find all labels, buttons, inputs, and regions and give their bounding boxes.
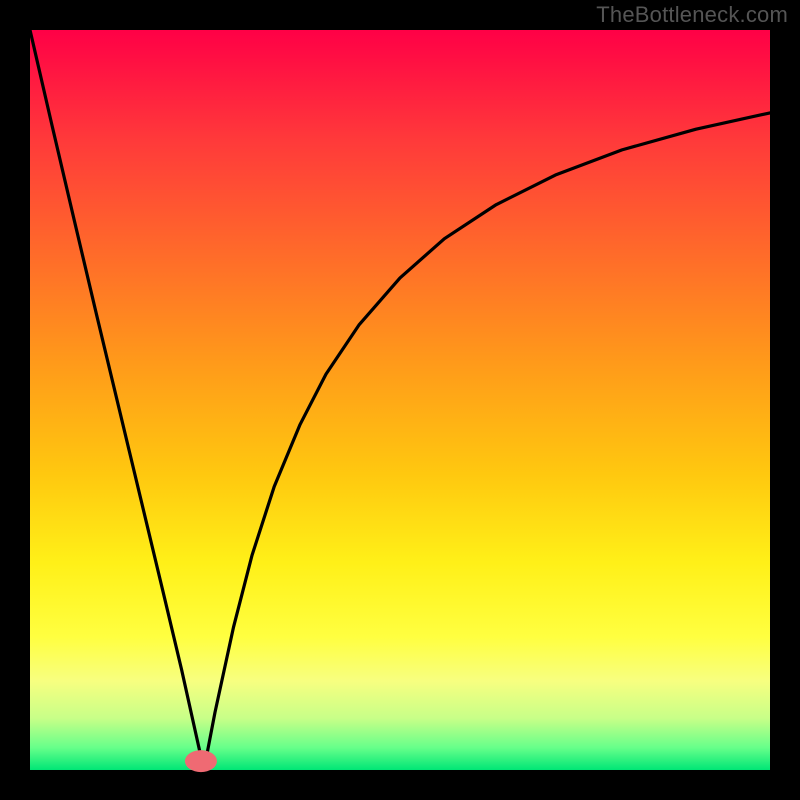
min-marker <box>185 750 217 772</box>
watermark-text: TheBottleneck.com <box>596 2 788 28</box>
chart-stage: TheBottleneck.com <box>0 0 800 800</box>
bottleneck-chart <box>0 0 800 800</box>
